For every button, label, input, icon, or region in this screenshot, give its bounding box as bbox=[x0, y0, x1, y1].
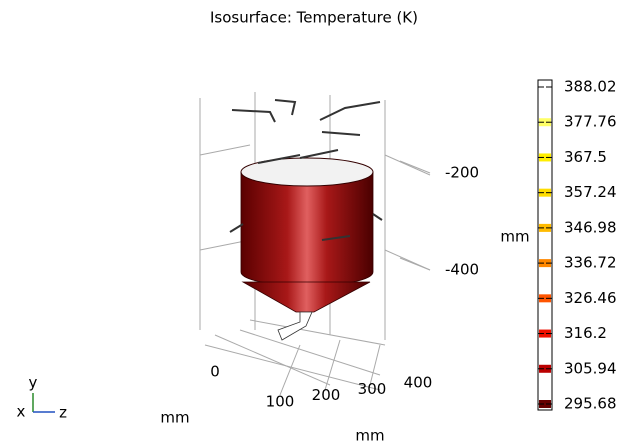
triad-label: z bbox=[59, 404, 67, 422]
colorbar-tick-label: 326.46 bbox=[564, 289, 617, 307]
axis-label: mm bbox=[500, 228, 529, 246]
z-tick-label: 0 bbox=[210, 363, 220, 381]
colorbar-tick-label: 346.98 bbox=[564, 218, 617, 236]
axis-label: mm bbox=[160, 409, 189, 427]
colorbar-tick-label: 305.94 bbox=[564, 359, 617, 377]
x-tick-label: 300 bbox=[358, 380, 387, 398]
colorbar-tick-label: 316.2 bbox=[564, 324, 607, 342]
plot: Isosurface: Temperature (K) y x z mm mm … bbox=[0, 0, 629, 446]
x-tick-label: 200 bbox=[312, 386, 341, 404]
colorbar-tick-label: 367.5 bbox=[564, 148, 607, 166]
colorbar-tick-label: 295.68 bbox=[564, 395, 617, 413]
y-tick-label: -200 bbox=[445, 164, 479, 182]
x-tick-label: 400 bbox=[404, 374, 433, 392]
y-tick-label: -400 bbox=[445, 261, 479, 279]
tank bbox=[230, 100, 382, 340]
x-tick-label: 100 bbox=[266, 393, 295, 411]
triad-label: x bbox=[17, 403, 26, 421]
colorbar-tick-label: 377.76 bbox=[564, 113, 617, 131]
title: Isosurface: Temperature (K) bbox=[210, 9, 418, 27]
colorbar-tick-label: 388.02 bbox=[564, 78, 617, 96]
grid-line bbox=[400, 161, 430, 173]
grid-line bbox=[400, 258, 430, 270]
triad: y x z bbox=[17, 374, 68, 422]
colorbar-tick-label: 357.24 bbox=[564, 183, 617, 201]
colorbar bbox=[538, 80, 552, 410]
colorbar-tick-label: 336.72 bbox=[564, 254, 617, 272]
triad-label: y bbox=[29, 374, 38, 392]
axis-label: mm bbox=[355, 427, 384, 445]
